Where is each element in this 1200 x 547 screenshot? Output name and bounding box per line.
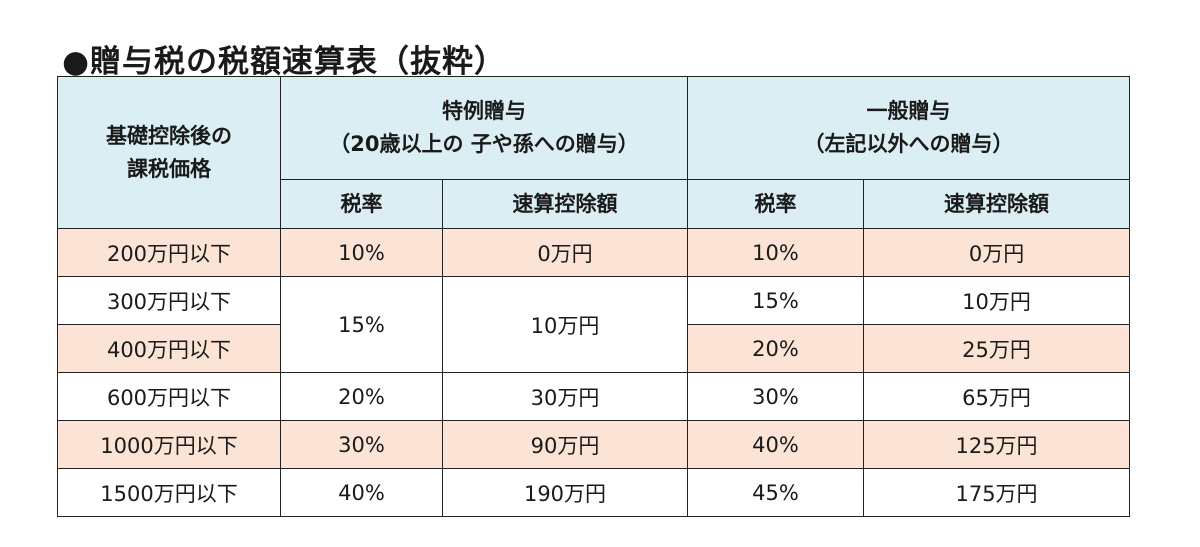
special-deduction-cell: 30万円 bbox=[441, 372, 689, 421]
table-row: 200万円以下 10% 0万円 10% 0万円 bbox=[57, 228, 1131, 277]
header-general-gift-subtitle: （左記以外への贈与） bbox=[803, 132, 1014, 156]
header-special-gift: 特例贈与 （20歳以上の 子や孫への贈与） bbox=[279, 76, 689, 180]
general-deduction-cell: 10万円 bbox=[863, 276, 1131, 325]
general-rate-cell: 30% bbox=[687, 372, 865, 421]
gift-tax-rate-table: 基礎控除後の 課税価格 特例贈与 （20歳以上の 子や孫への贈与） 一般贈与 （… bbox=[57, 76, 1131, 517]
table-row: 300万円以下 15% 10万円 15% 10万円 bbox=[57, 276, 1131, 373]
special-rate-cell: 15% bbox=[280, 276, 443, 373]
price-cell: 600万円以下 bbox=[57, 372, 281, 421]
price-cell: 1500万円以下 bbox=[57, 468, 281, 517]
special-rate-cell: 40% bbox=[280, 468, 443, 517]
header-general-deduction: 速算控除額 bbox=[863, 179, 1131, 229]
header-special-gift-title: 特例贈与 bbox=[442, 99, 526, 124]
header-taxable-price-line1: 基礎控除後の bbox=[106, 123, 232, 148]
header-special-rate: 税率 bbox=[280, 179, 443, 229]
special-deduction-cell: 10万円 bbox=[441, 276, 689, 373]
general-rate-cell: 15% bbox=[687, 276, 865, 325]
header-general-rate: 税率 bbox=[687, 179, 865, 229]
general-rate-cell: 20% bbox=[687, 324, 865, 373]
table-row: 1500万円以下 40% 190万円 45% 175万円 bbox=[57, 468, 1131, 517]
price-cell: 300万円以下 bbox=[57, 276, 281, 325]
price-cell: 1000万円以下 bbox=[57, 420, 281, 469]
general-deduction-cell: 25万円 bbox=[863, 324, 1131, 373]
header-general-gift-title: 一般贈与 bbox=[866, 99, 951, 124]
header-taxable-price-line2: 課税価格 bbox=[127, 156, 211, 181]
general-deduction-cell: 175万円 bbox=[863, 468, 1131, 517]
page-title: ●贈与税の税額速算表（抜粋） bbox=[62, 44, 507, 80]
header-special-deduction: 速算控除額 bbox=[441, 179, 689, 229]
table-row: 1000万円以下 30% 90万円 40% 125万円 bbox=[57, 420, 1131, 469]
general-rate-cell: 10% bbox=[687, 228, 865, 277]
special-deduction-cell: 190万円 bbox=[441, 468, 689, 517]
special-deduction-cell: 0万円 bbox=[441, 228, 689, 277]
special-rate-cell: 10% bbox=[280, 228, 443, 277]
header-general-gift: 一般贈与 （左記以外への贈与） bbox=[687, 76, 1131, 180]
table-row: 600万円以下 20% 30万円 30% 65万円 bbox=[57, 372, 1131, 421]
price-cell: 400万円以下 bbox=[57, 324, 281, 373]
special-rate-cell: 20% bbox=[280, 372, 443, 421]
general-rate-cell: 40% bbox=[687, 420, 865, 469]
general-deduction-cell: 125万円 bbox=[863, 420, 1131, 469]
special-rate-cell: 30% bbox=[280, 420, 443, 469]
general-rate-cell: 45% bbox=[687, 468, 865, 517]
general-deduction-cell: 65万円 bbox=[863, 372, 1131, 421]
header-special-gift-subtitle: （20歳以上の 子や孫への贈与） bbox=[329, 132, 639, 156]
price-cell: 200万円以下 bbox=[57, 228, 281, 277]
header-taxable-price: 基礎控除後の 課税価格 bbox=[57, 76, 281, 229]
special-deduction-cell: 90万円 bbox=[441, 420, 689, 469]
general-deduction-cell: 0万円 bbox=[863, 228, 1131, 277]
